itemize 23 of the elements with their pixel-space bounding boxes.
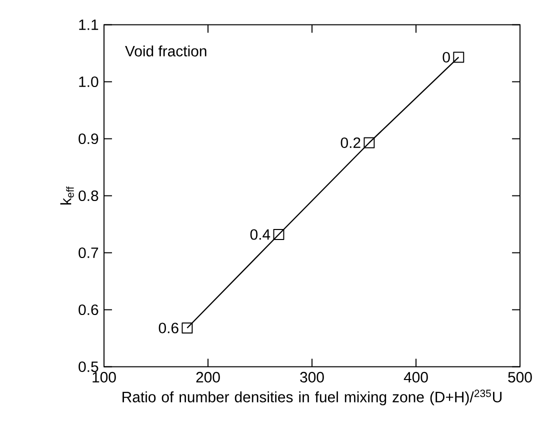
y-tick-label: 0.9 bbox=[78, 133, 98, 144]
point bbox=[453, 52, 464, 63]
annotation: 0.6 bbox=[158, 322, 178, 334]
x-tick-label: 300 bbox=[300, 372, 324, 382]
point bbox=[364, 137, 375, 148]
annotation: 0.2 bbox=[340, 137, 360, 148]
y-tick-label: 0.7 bbox=[78, 247, 98, 258]
y-tick-label: 1.1 bbox=[79, 20, 98, 30]
point bbox=[182, 322, 193, 334]
y-tick-label: 0.6 bbox=[78, 304, 98, 316]
y-tick-label: 0.8 bbox=[78, 190, 98, 202]
y-tick-label: 1.0 bbox=[79, 76, 98, 88]
annotation: Void fraction bbox=[125, 45, 206, 56]
y-axis-title: k$_{eff}$ bbox=[60, 186, 74, 204]
x-tick-label: 100 bbox=[92, 372, 116, 382]
y-tick-label: 0.5 bbox=[78, 361, 98, 372]
x-tick-label: 500 bbox=[508, 372, 532, 382]
annotation: 0.4 bbox=[250, 229, 270, 240]
x-tick-label: 200 bbox=[196, 372, 220, 382]
annotation: 0 bbox=[442, 52, 450, 63]
x-axis-title: Ratio of number densities in fuel mixing zone (D+H)/$^{235}$U bbox=[122, 390, 502, 406]
point bbox=[273, 229, 284, 240]
x-tick-label: 400 bbox=[404, 372, 428, 382]
